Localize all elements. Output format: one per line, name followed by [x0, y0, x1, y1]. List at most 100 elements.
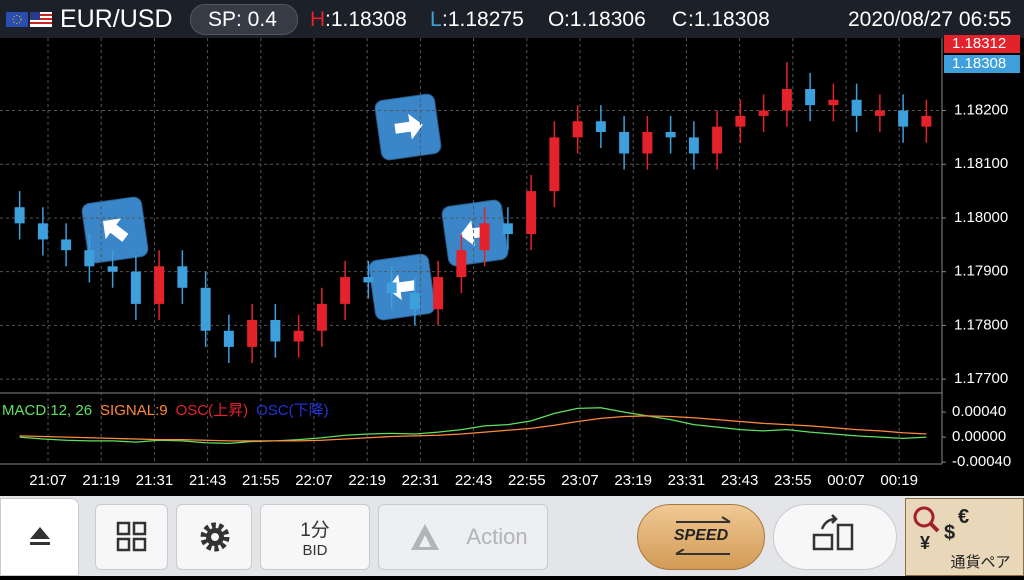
candle-body: [200, 287, 211, 331]
timeframe-button[interactable]: 1分 BID: [260, 504, 370, 570]
toolbar: 1分 BID Action SPEED € $ ¥ 通貨ペア: [0, 496, 1024, 576]
candle-body: [921, 115, 932, 127]
time-label: 21:19: [82, 472, 120, 489]
action-icon: [411, 524, 439, 550]
time-label: 22:07: [295, 472, 333, 489]
legend-entry: SIGNAL:9: [100, 402, 168, 419]
price-label-bg: [944, 35, 1020, 53]
y-tick-label: 1.17900: [954, 263, 1008, 280]
timeframe: 1分: [300, 520, 330, 541]
menu-button[interactable]: [0, 498, 79, 576]
time-label: 22:43: [455, 472, 493, 489]
macd-line: [19, 415, 927, 442]
candle-body: [363, 277, 374, 283]
arrow: [460, 220, 489, 247]
candle-body: [781, 89, 792, 111]
candle-body: [851, 99, 862, 116]
candle-body: [479, 223, 490, 251]
candle-body: [247, 320, 258, 347]
arrow: [103, 218, 129, 242]
speed-button[interactable]: SPEED: [637, 504, 765, 570]
candle-body: [293, 330, 304, 342]
candle-body: [107, 266, 118, 272]
candle-body: [549, 137, 560, 192]
high-value: :1.18308: [325, 8, 407, 31]
svg-text:$: $: [944, 522, 955, 544]
candle-body: [316, 303, 327, 331]
macd-tick-label: 0.00040: [952, 403, 1006, 420]
legend-entry: MACD:12, 26: [2, 402, 92, 419]
gear-icon: [200, 522, 230, 552]
low-value: :1.18275: [442, 8, 524, 31]
y-tick-label: 1.17700: [954, 370, 1008, 387]
candle-body: [409, 293, 420, 310]
candle-body: [595, 121, 606, 133]
pairs-button[interactable]: € $ ¥ 通貨ペア: [905, 498, 1024, 576]
candle-body: [735, 115, 746, 127]
settings-button[interactable]: [176, 504, 252, 570]
flags: [6, 12, 52, 27]
candle-body: [572, 121, 583, 138]
rotate-button[interactable]: [773, 504, 897, 570]
macd-tick-label: 0.00000: [952, 428, 1006, 445]
time-label: 23:55: [774, 472, 812, 489]
arrow-button: [374, 93, 442, 161]
arrow-shape: [103, 218, 129, 242]
close-key: C: [672, 8, 688, 31]
speed-arrows: [676, 516, 731, 523]
candle-body: [223, 330, 234, 347]
datetime: 2020/08/27 06:55: [848, 8, 1012, 31]
candle-body: [154, 266, 165, 304]
speed-arrows: [675, 549, 730, 555]
svg-text:€: €: [958, 506, 969, 528]
low-key: L: [430, 8, 442, 31]
candle-body: [456, 250, 467, 278]
macd-tick-label: -0.00040: [952, 453, 1011, 470]
candle-body: [502, 223, 513, 235]
candle-body: [270, 320, 281, 342]
candle-body: [526, 191, 537, 235]
action-label: Action: [466, 524, 528, 549]
eject-icon: [30, 527, 50, 545]
arrow: [394, 113, 423, 140]
candle-body: [130, 271, 141, 304]
time-label: 23:07: [561, 472, 599, 489]
chart: 21:07 21:19 21:31 21:43 21:55 22:07 22:19 22:31…: [0, 34, 1020, 489]
candle-body: [758, 110, 769, 116]
svg-text:¥: ¥: [920, 533, 930, 549]
candle-body: [874, 110, 885, 116]
y-tick-label: 1.18000: [954, 209, 1008, 226]
candle-body: [642, 132, 653, 154]
arrow: [387, 274, 416, 301]
time-label: 21:43: [189, 472, 227, 489]
candle-body: [37, 223, 48, 240]
arrow-shape: [460, 220, 489, 247]
arrow-button: [368, 253, 436, 321]
time-label: 22:31: [402, 472, 440, 489]
candle-body: [61, 239, 72, 251]
time-label: 22:55: [508, 472, 546, 489]
price-type: BID: [302, 542, 328, 559]
time-label: 22:19: [348, 472, 386, 489]
legend-entry: OSC(下降): [256, 402, 329, 419]
layout-button[interactable]: [95, 504, 168, 570]
price-label: 1.18312: [952, 35, 1006, 52]
time-label: 23:43: [721, 472, 759, 489]
candle-body: [619, 132, 630, 154]
candle-body: [14, 207, 25, 224]
action-button[interactable]: Action: [378, 504, 548, 570]
candle-body: [688, 137, 699, 154]
candle-body: [805, 89, 816, 106]
pairs-label: 通貨ペア: [950, 554, 1011, 571]
macd-line: [19, 407, 927, 445]
close-value: :1.18308: [688, 8, 770, 31]
price-label-bg: [944, 55, 1020, 73]
candle-body: [177, 266, 188, 288]
time-label: 21:07: [29, 472, 67, 489]
time-label: 00:07: [827, 472, 865, 489]
y-tick-label: 1.18200: [954, 101, 1008, 118]
pair: EUR/USD: [60, 5, 173, 33]
spread-pill: [190, 4, 298, 35]
header: EUR/USD SP: 0.4 H :1.18308 L :1.18275 O …: [0, 0, 1024, 38]
